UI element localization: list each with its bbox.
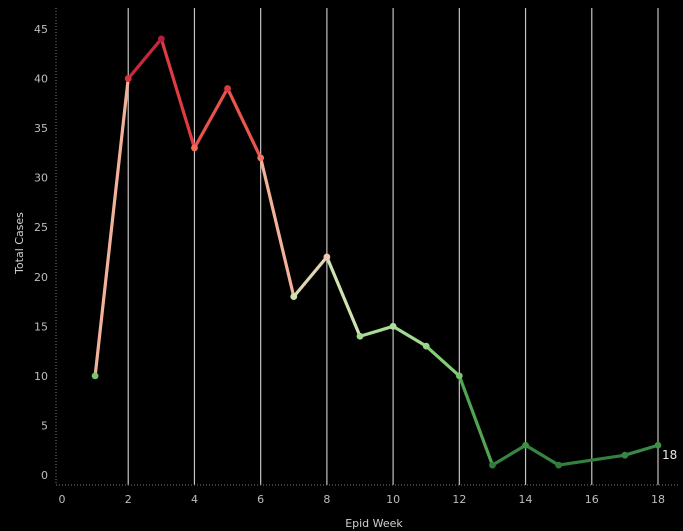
point-week-2[interactable] — [124, 75, 132, 82]
line-segment-2-3 — [126, 37, 163, 81]
line-segment-10-11 — [391, 324, 428, 348]
x-tick-label-2: 2 — [125, 493, 132, 506]
line-segment-11-12 — [424, 344, 461, 378]
point-week-17[interactable] — [621, 451, 629, 459]
line-segment-3-4 — [159, 37, 197, 150]
point-week-15[interactable] — [555, 461, 563, 469]
point-week-3[interactable] — [157, 35, 165, 43]
line-segment-1-2 — [93, 76, 130, 378]
y-axis-title: Total Cases — [13, 212, 26, 275]
point-week-10[interactable] — [389, 322, 397, 330]
line-segment-12-13 — [457, 374, 495, 467]
line-segment-9-10 — [358, 324, 395, 338]
point-week-13[interactable] — [489, 461, 496, 469]
line-segment-7-8 — [292, 255, 329, 299]
y-tick-label-30: 30 — [34, 172, 48, 185]
y-tick-label-40: 40 — [34, 73, 48, 86]
point-week-5[interactable] — [224, 85, 231, 92]
y-tick-label-5: 5 — [41, 419, 48, 432]
point-week-6[interactable] — [257, 154, 265, 162]
gridlines — [127, 8, 659, 485]
y-tick-label-25: 25 — [34, 221, 48, 234]
x-tick-label-18: 18 — [651, 493, 665, 506]
line-segment-5-6 — [225, 86, 263, 160]
point-week-12[interactable] — [455, 372, 463, 380]
y-tick-label-15: 15 — [34, 320, 48, 333]
series-points — [91, 35, 662, 469]
line-segment-6-7 — [259, 156, 296, 299]
line-segment-8-9 — [325, 255, 362, 338]
x-tick-labels: 0 2 4 6 8 10 12 14 16 18 — [59, 493, 666, 506]
y-tick-label-0: 0 — [41, 469, 48, 482]
line-segment-14-15 — [523, 443, 561, 467]
point-week-14[interactable] — [522, 441, 529, 449]
series-line — [93, 37, 660, 467]
y-tick-labels: 0 5 10 15 20 25 30 35 40 45 — [34, 23, 48, 482]
y-tick-label-20: 20 — [34, 271, 48, 284]
x-tick-label-6: 6 — [257, 493, 264, 506]
point-week-9[interactable] — [356, 332, 364, 340]
y-tick-label-35: 35 — [34, 122, 48, 135]
point-week-4[interactable] — [191, 144, 198, 152]
y-tick-label-45: 45 — [34, 23, 48, 36]
x-tick-label-12: 12 — [452, 493, 466, 506]
x-tick-label-10: 10 — [386, 493, 400, 506]
x-tick-label-16: 16 — [585, 493, 599, 506]
line-segment-15-17 — [557, 453, 627, 467]
y-tick-label-10: 10 — [34, 370, 48, 383]
x-tick-label-8: 8 — [323, 493, 330, 506]
point-week-11[interactable] — [422, 342, 430, 350]
point-week-1[interactable] — [91, 372, 99, 380]
end-label: 18 — [662, 448, 677, 462]
point-week-18[interactable] — [654, 441, 662, 449]
point-week-7[interactable] — [290, 293, 298, 300]
x-axis-title: Epid Week — [345, 517, 403, 530]
axes — [55, 8, 680, 486]
line-segment-4-5 — [192, 86, 230, 150]
line-segment-13-14 — [490, 443, 528, 467]
line-segment-17-18 — [623, 443, 660, 457]
x-tick-label-14: 14 — [519, 493, 533, 506]
x-tick-label-0: 0 — [59, 493, 66, 506]
point-week-8[interactable] — [323, 253, 331, 261]
x-tick-label-4: 4 — [191, 493, 198, 506]
